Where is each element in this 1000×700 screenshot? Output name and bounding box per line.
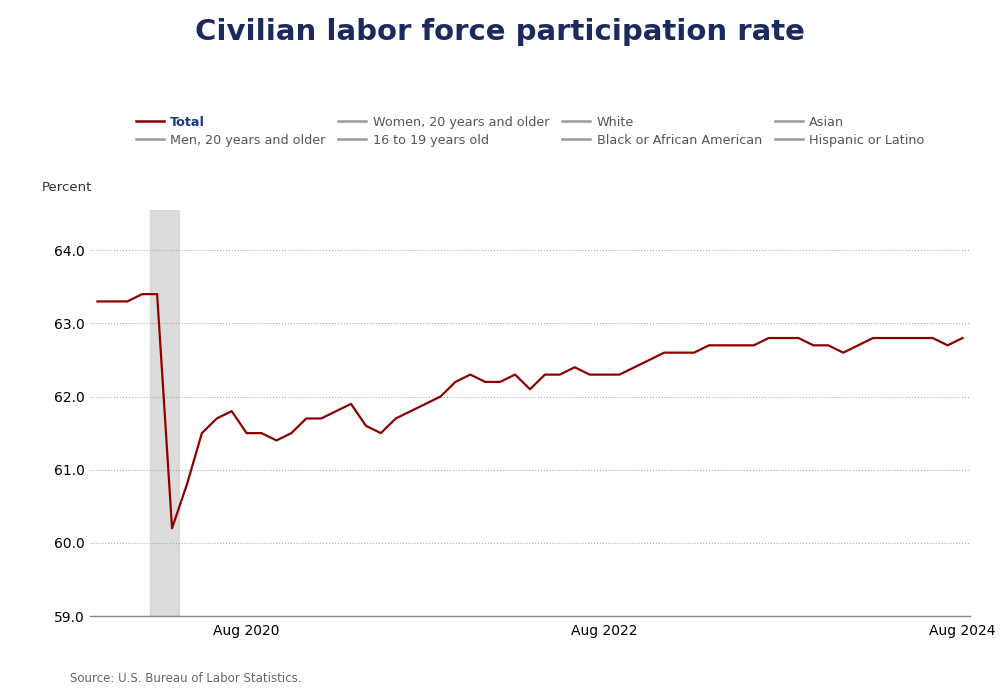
Text: Percent: Percent [42, 181, 92, 194]
Text: Source: U.S. Bureau of Labor Statistics.: Source: U.S. Bureau of Labor Statistics. [70, 673, 302, 685]
Legend: Total, Men, 20 years and older, Women, 20 years and older, 16 to 19 years old, W: Total, Men, 20 years and older, Women, 2… [136, 116, 924, 147]
Bar [150, 210, 179, 616]
Text: Civilian labor force participation rate: Civilian labor force participation rate [195, 18, 805, 46]
